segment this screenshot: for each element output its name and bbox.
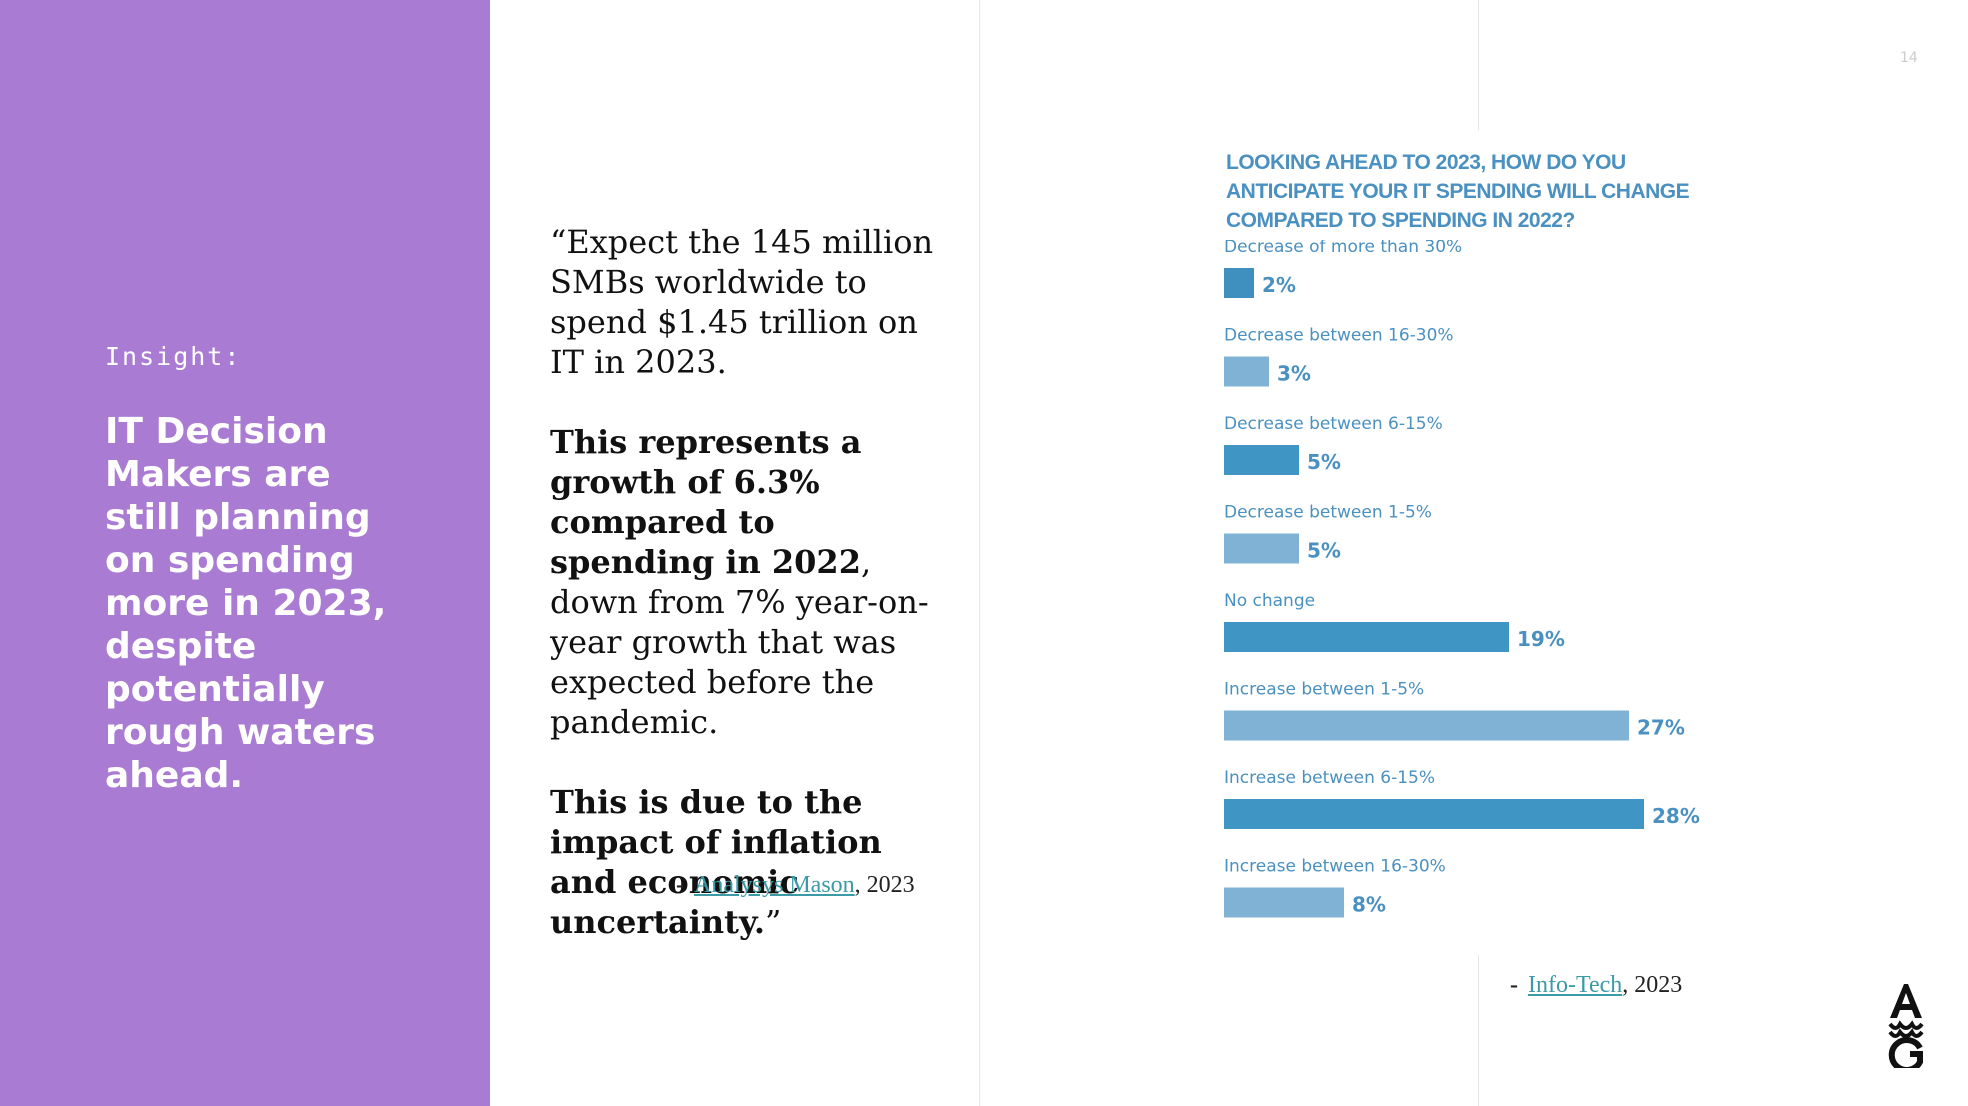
quote-close-mark: ” <box>765 903 782 941</box>
category-label: Decrease between 1-5% <box>1224 503 1432 523</box>
bar <box>1224 533 1299 564</box>
bar <box>1224 356 1269 387</box>
chart-source-year: , 2023 <box>1622 972 1683 998</box>
insight-heading: IT Decision Makers are still planning on… <box>105 411 387 796</box>
column-divider-top <box>1478 0 1479 130</box>
awg-logo <box>1888 984 1924 1068</box>
info-tech-link[interactable]: Info-Tech <box>1528 972 1623 998</box>
quote-paragraph-1: “Expect the 145 million SMBs worldwide t… <box>550 223 934 381</box>
category-label: Increase between 6-15% <box>1224 768 1435 788</box>
analysys-mason-link[interactable]: Analysys Mason <box>694 872 855 898</box>
value-label: 27% <box>1637 716 1685 740</box>
page-number: 14 <box>1900 50 1918 66</box>
bar <box>1224 710 1629 741</box>
value-label: 19% <box>1517 627 1565 651</box>
insight-label: Insight: <box>105 342 242 371</box>
category-label: Decrease of more than 30% <box>1224 240 1462 257</box>
quote-paragraph-3: This is due to the impact of inflation a… <box>550 782 940 942</box>
value-label: 2% <box>1262 273 1296 297</box>
quote-text-growth: , down from 7% year-on-year growth that … <box>550 543 929 741</box>
value-label: 5% <box>1307 450 1341 474</box>
category-label: Decrease between 16-30% <box>1224 326 1454 346</box>
bar <box>1224 799 1644 829</box>
category-label: No change <box>1224 591 1315 611</box>
source-year: , 2023 <box>854 872 915 898</box>
quote-source: - Analysys Mason, 2023 <box>676 872 915 899</box>
bar <box>1224 445 1299 475</box>
quote-emphasis-growth: This represents a growth of 6.3% compare… <box>550 423 862 581</box>
chart-source-dash: - <box>1510 972 1518 998</box>
bar <box>1224 622 1509 652</box>
column-divider <box>979 0 980 1106</box>
value-label: 28% <box>1652 804 1700 828</box>
column-divider-bottom <box>1478 955 1479 1106</box>
quote-block: “Expect the 145 million SMBs worldwide t… <box>550 222 940 982</box>
chart-title: LOOKING AHEAD TO 2023, HOW DO YOU ANTICI… <box>1226 151 1690 232</box>
bar <box>1224 887 1344 918</box>
insight-panel: Insight: IT Decision Makers are still pl… <box>0 0 490 1106</box>
value-label: 5% <box>1307 539 1341 563</box>
source-dash: - <box>676 872 684 898</box>
quote-emphasis-inflation: This is due to the impact of inflation a… <box>550 783 882 941</box>
category-label: Increase between 16-30% <box>1224 857 1446 877</box>
quote-paragraph-2: This represents a growth of 6.3% compare… <box>550 422 940 742</box>
chart-source: - Info-Tech, 2023 <box>1510 972 1682 999</box>
value-label: 3% <box>1277 362 1311 386</box>
category-label: Decrease between 6-15% <box>1224 414 1443 434</box>
value-label: 8% <box>1352 893 1386 917</box>
spending-chart: Decrease of more than 30% 2% Decrease betw… <box>1224 240 1700 918</box>
bar <box>1224 268 1254 298</box>
category-label: Increase between 1-5% <box>1224 680 1424 700</box>
